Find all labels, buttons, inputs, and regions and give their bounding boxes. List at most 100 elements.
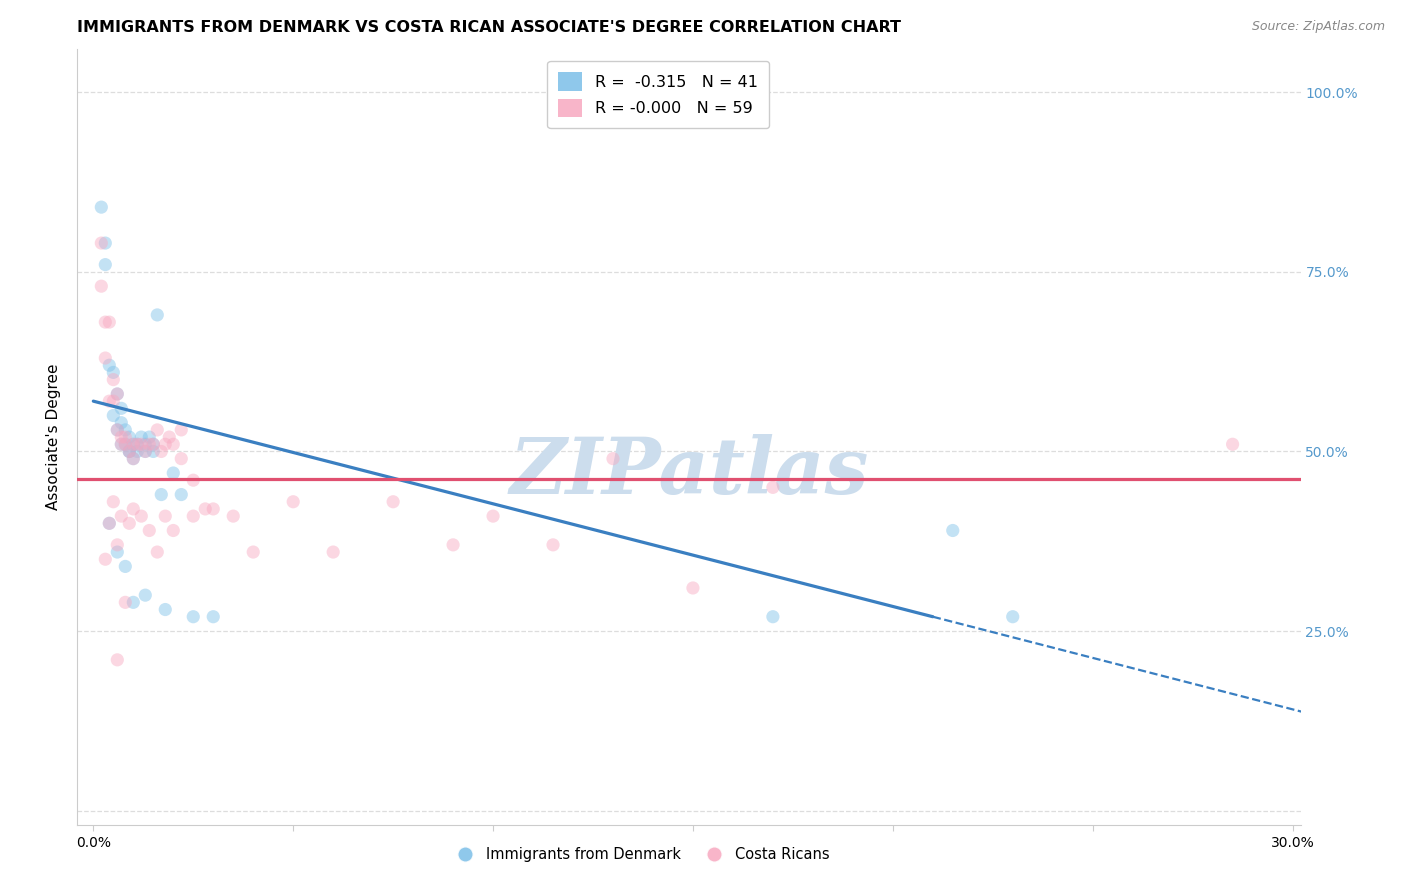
Point <box>94 552 117 566</box>
Point <box>94 315 117 329</box>
Point <box>170 451 193 466</box>
Y-axis label: Associate's Degree: Associate's Degree <box>46 364 62 510</box>
Point <box>146 423 169 437</box>
Point <box>122 502 145 516</box>
Point <box>242 545 264 559</box>
Point <box>110 437 132 451</box>
Point <box>762 480 785 494</box>
Point <box>110 509 132 524</box>
Point <box>138 437 160 451</box>
Point <box>114 423 136 437</box>
Point <box>98 315 121 329</box>
Point <box>110 401 132 416</box>
Point <box>170 487 193 501</box>
Point <box>110 430 132 444</box>
Point <box>105 653 128 667</box>
Point <box>150 444 173 458</box>
Point <box>105 545 128 559</box>
Point <box>94 351 117 365</box>
Point <box>602 451 624 466</box>
Point <box>105 538 128 552</box>
Point <box>103 409 125 423</box>
Point <box>94 236 117 251</box>
Point <box>98 516 121 531</box>
Point <box>134 588 156 602</box>
Point <box>146 545 169 559</box>
Point <box>482 509 505 524</box>
Point <box>103 394 125 409</box>
Point <box>90 236 112 251</box>
Point <box>155 509 177 524</box>
Point <box>114 595 136 609</box>
Point <box>110 416 132 430</box>
Point <box>194 502 217 516</box>
Point <box>105 387 128 401</box>
Point <box>682 581 704 595</box>
Point <box>103 366 125 380</box>
Point <box>138 430 160 444</box>
Point <box>122 437 145 451</box>
Point <box>150 487 173 501</box>
Point <box>110 437 132 451</box>
Point <box>114 437 136 451</box>
Point <box>129 437 152 451</box>
Point <box>122 451 145 466</box>
Point <box>118 430 141 444</box>
Point <box>138 524 160 538</box>
Point <box>322 545 344 559</box>
Point <box>118 444 141 458</box>
Point <box>170 423 193 437</box>
Point <box>127 437 149 451</box>
Point <box>98 394 121 409</box>
Point <box>942 524 965 538</box>
Point <box>134 444 156 458</box>
Point <box>127 437 149 451</box>
Point <box>129 509 152 524</box>
Point <box>118 444 141 458</box>
Point <box>1001 609 1024 624</box>
Point <box>181 609 204 624</box>
Point <box>122 437 145 451</box>
Point <box>142 437 165 451</box>
Point <box>134 437 156 451</box>
Point <box>142 444 165 458</box>
Point <box>181 509 204 524</box>
Point <box>103 373 125 387</box>
Point <box>127 444 149 458</box>
Point <box>129 430 152 444</box>
Point <box>202 609 225 624</box>
Text: Source: ZipAtlas.com: Source: ZipAtlas.com <box>1251 20 1385 33</box>
Point <box>114 437 136 451</box>
Point <box>155 602 177 616</box>
Text: ZIPatlas: ZIPatlas <box>509 434 869 510</box>
Point <box>105 423 128 437</box>
Point <box>98 358 121 372</box>
Point <box>134 444 156 458</box>
Point <box>118 444 141 458</box>
Point <box>222 509 245 524</box>
Point <box>94 258 117 272</box>
Point <box>114 559 136 574</box>
Point <box>118 516 141 531</box>
Point <box>762 609 785 624</box>
Point <box>162 524 184 538</box>
Point <box>105 423 128 437</box>
Point <box>98 516 121 531</box>
Point <box>146 308 169 322</box>
Point <box>142 437 165 451</box>
Point <box>105 387 128 401</box>
Point <box>155 437 177 451</box>
Point <box>90 200 112 214</box>
Point <box>441 538 464 552</box>
Point <box>157 430 180 444</box>
Point <box>382 495 405 509</box>
Point <box>1222 437 1244 451</box>
Point <box>114 430 136 444</box>
Legend: Immigrants from Denmark, Costa Ricans: Immigrants from Denmark, Costa Ricans <box>444 841 835 868</box>
Text: IMMIGRANTS FROM DENMARK VS COSTA RICAN ASSOCIATE'S DEGREE CORRELATION CHART: IMMIGRANTS FROM DENMARK VS COSTA RICAN A… <box>77 21 901 36</box>
Point <box>541 538 564 552</box>
Point <box>103 495 125 509</box>
Point <box>122 451 145 466</box>
Point <box>283 495 305 509</box>
Point <box>162 466 184 480</box>
